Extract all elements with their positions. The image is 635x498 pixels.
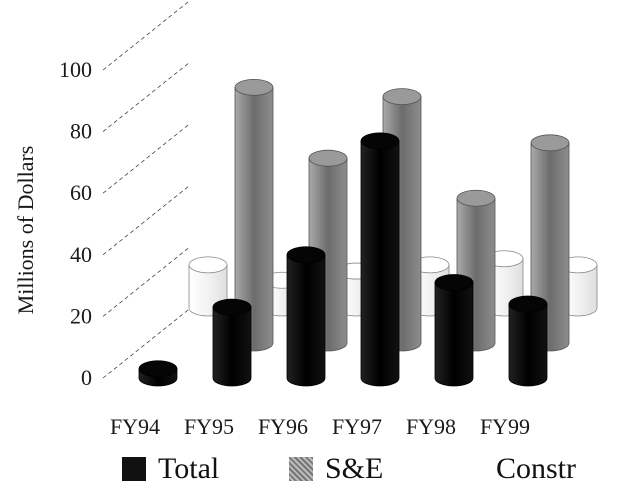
- gridline: [102, 123, 191, 194]
- x-tick-label: FY96: [258, 414, 308, 439]
- bars: [138, 78, 598, 387]
- x-tick-label: FY94: [110, 414, 160, 439]
- y-tick-label: 40: [70, 242, 92, 267]
- y-axis-title: Millions of Dollars: [13, 146, 38, 315]
- y-tick-label: 100: [59, 57, 92, 82]
- legend: Total S&E Constr: [0, 452, 635, 496]
- y-tick-label: 0: [81, 365, 92, 390]
- legend-label-total: Total: [158, 452, 220, 485]
- gridlines: [102, 0, 191, 379]
- bar-total: [508, 295, 548, 387]
- bar-total: [434, 274, 474, 387]
- gridline: [102, 61, 191, 132]
- gridline: [102, 184, 191, 256]
- y-axis-ticks: 0 20 40 60 80 100: [59, 57, 92, 390]
- legend-item-total: Total: [122, 452, 219, 486]
- legend-item-se: S&E: [289, 452, 383, 486]
- x-axis-categories: FY94 FY95 FY96 FY97 FY98 FY99: [110, 414, 530, 439]
- x-tick-label: FY97: [332, 414, 382, 439]
- legend-item-constr: Constr: [460, 452, 576, 486]
- legend-swatch-total: [122, 457, 146, 481]
- legend-label-se: S&E: [325, 452, 384, 485]
- bar-se: [234, 78, 274, 352]
- x-tick-label: FY95: [184, 414, 234, 439]
- x-tick-label: FY99: [480, 414, 530, 439]
- y-tick-label: 60: [70, 180, 92, 205]
- gridline: [102, 246, 191, 317]
- y-tick-label: 80: [70, 119, 92, 144]
- bar-total: [360, 132, 400, 387]
- gridline: [102, 308, 191, 379]
- bar-total: [286, 246, 326, 387]
- x-tick-label: FY98: [406, 414, 456, 439]
- legend-label-constr: Constr: [496, 452, 577, 485]
- y-tick-label: 20: [70, 303, 92, 328]
- gridline: [102, 0, 191, 71]
- bar-total: [212, 298, 252, 387]
- bar-total: [138, 360, 178, 387]
- legend-swatch-constr: [460, 457, 484, 481]
- legend-swatch-se: [289, 457, 313, 481]
